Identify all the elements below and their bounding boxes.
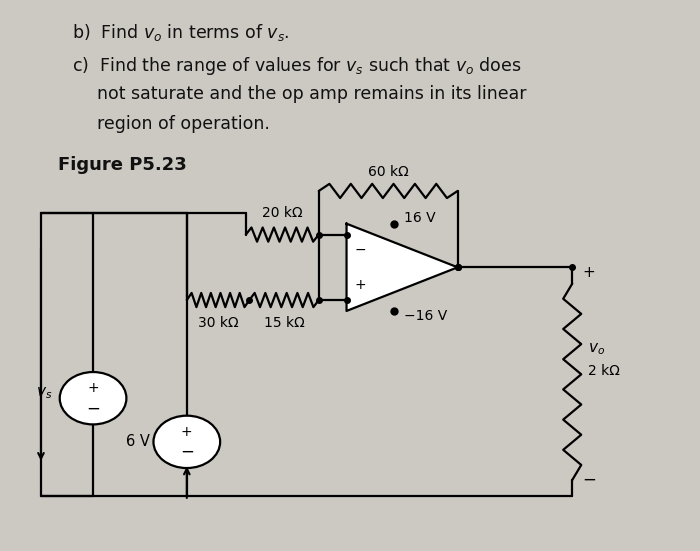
Text: region of operation.: region of operation.	[97, 115, 270, 133]
Text: b)  Find $v_o$ in terms of $v_s$.: b) Find $v_o$ in terms of $v_s$.	[72, 22, 290, 43]
Text: Figure P5.23: Figure P5.23	[58, 155, 187, 174]
Text: 2 kΩ: 2 kΩ	[587, 364, 620, 378]
Text: 6 V: 6 V	[126, 434, 150, 450]
Text: +: +	[355, 278, 367, 292]
Text: 30 kΩ: 30 kΩ	[197, 316, 239, 331]
Circle shape	[153, 415, 220, 468]
Text: not saturate and the op amp remains in its linear: not saturate and the op amp remains in i…	[97, 85, 526, 102]
Text: 16 V: 16 V	[404, 211, 436, 225]
Text: +: +	[88, 381, 99, 395]
Text: 20 kΩ: 20 kΩ	[262, 206, 302, 220]
Text: 15 kΩ: 15 kΩ	[264, 316, 304, 331]
Text: +: +	[582, 265, 596, 280]
Polygon shape	[346, 224, 458, 311]
Text: $v_s$: $v_s$	[36, 385, 52, 401]
Text: −16 V: −16 V	[404, 310, 447, 323]
Text: −: −	[355, 243, 367, 257]
Text: c)  Find the range of values for $v_s$ such that $v_o$ does: c) Find the range of values for $v_s$ su…	[72, 55, 522, 77]
Text: 60 kΩ: 60 kΩ	[368, 165, 409, 179]
Text: −: −	[180, 443, 194, 461]
Text: +: +	[181, 425, 193, 439]
Text: $v_o$: $v_o$	[587, 341, 605, 357]
Circle shape	[60, 372, 127, 424]
Text: −: −	[582, 471, 596, 489]
Text: −: −	[86, 399, 100, 417]
